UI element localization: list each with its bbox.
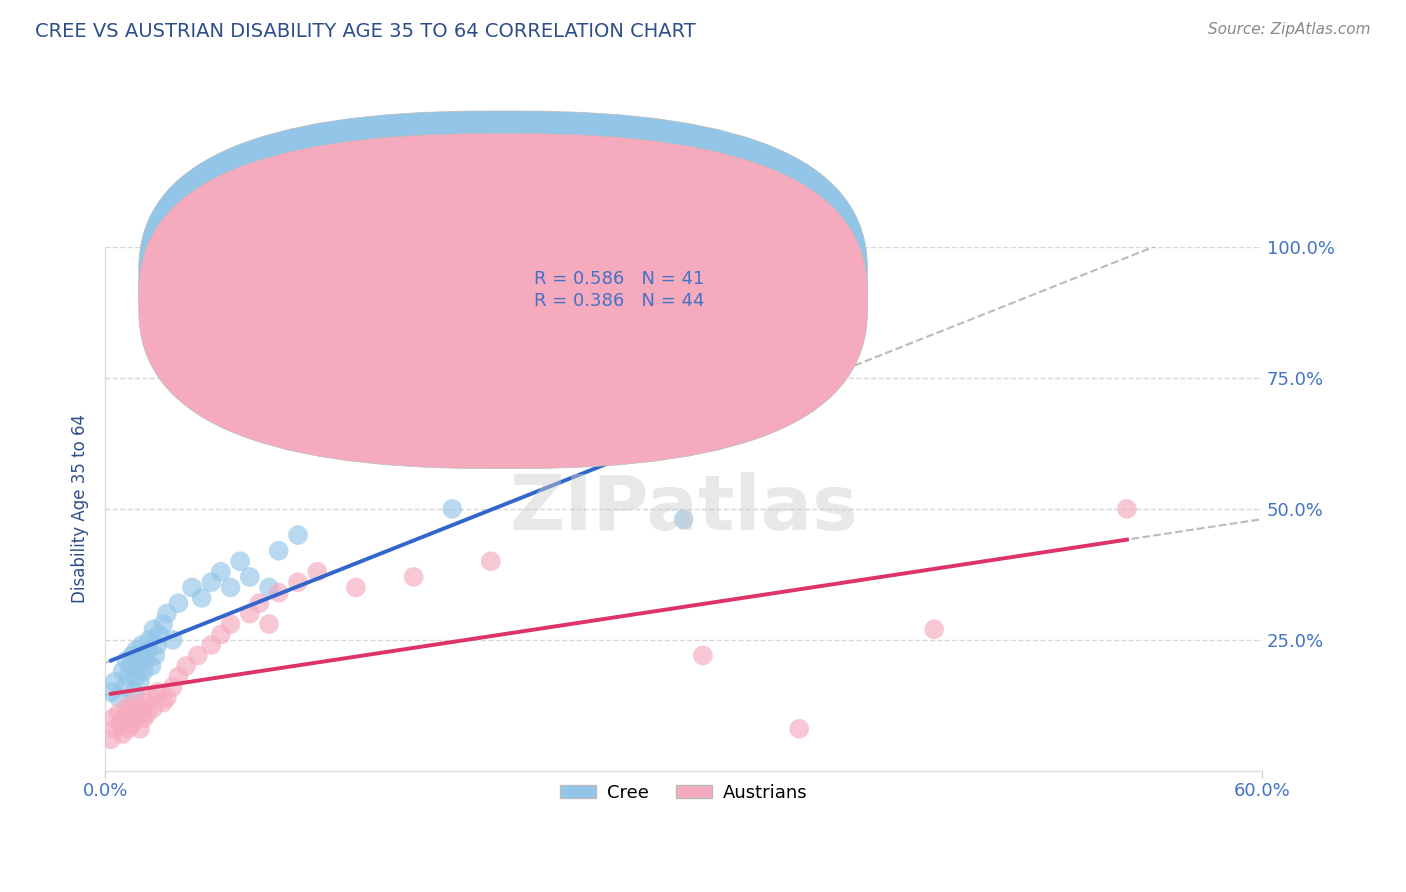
Point — [146, 685, 169, 699]
Point — [162, 680, 184, 694]
Legend: Cree, Austrians: Cree, Austrians — [553, 776, 814, 809]
Point — [156, 690, 179, 705]
Point — [135, 696, 157, 710]
Point — [138, 632, 160, 647]
Point — [200, 575, 222, 590]
Point — [167, 596, 190, 610]
Point — [181, 581, 204, 595]
Point — [209, 565, 232, 579]
Point — [402, 570, 425, 584]
Y-axis label: Disability Age 35 to 64: Disability Age 35 to 64 — [72, 415, 89, 603]
FancyBboxPatch shape — [464, 260, 770, 320]
Point — [229, 554, 252, 568]
Point — [131, 638, 153, 652]
Point — [257, 581, 280, 595]
Point — [100, 685, 122, 699]
Point — [107, 690, 129, 705]
FancyBboxPatch shape — [139, 134, 868, 468]
Point — [162, 632, 184, 647]
Point — [121, 648, 143, 663]
Point — [441, 502, 464, 516]
Point — [142, 701, 165, 715]
Point — [209, 627, 232, 641]
Point — [114, 680, 136, 694]
Point — [114, 711, 136, 725]
Point — [249, 596, 271, 610]
Point — [122, 685, 145, 699]
Point — [120, 659, 142, 673]
Point — [143, 648, 166, 663]
Point — [136, 643, 159, 657]
Point — [129, 722, 152, 736]
Point — [307, 565, 329, 579]
Text: CREE VS AUSTRIAN DISABILITY AGE 35 TO 64 CORRELATION CHART: CREE VS AUSTRIAN DISABILITY AGE 35 TO 64… — [35, 22, 696, 41]
Point — [239, 570, 262, 584]
Point — [129, 648, 152, 663]
Point — [136, 706, 159, 720]
Point — [104, 674, 127, 689]
Point — [107, 706, 129, 720]
Point — [239, 607, 262, 621]
Point — [141, 659, 163, 673]
Point — [131, 706, 153, 720]
Point — [101, 711, 124, 725]
Point — [115, 654, 138, 668]
Point — [132, 664, 155, 678]
Point — [287, 575, 309, 590]
Point — [111, 664, 134, 678]
Point — [787, 722, 810, 736]
Point — [287, 528, 309, 542]
Point — [1116, 502, 1139, 516]
Point — [127, 701, 149, 715]
Point — [692, 648, 714, 663]
Point — [146, 638, 169, 652]
Point — [190, 591, 212, 605]
Point — [122, 696, 145, 710]
Point — [479, 554, 502, 568]
Point — [152, 696, 174, 710]
Point — [219, 581, 242, 595]
Point — [125, 669, 148, 683]
Point — [672, 512, 695, 526]
Point — [117, 722, 139, 736]
Point — [152, 617, 174, 632]
Point — [219, 617, 242, 632]
Point — [125, 711, 148, 725]
Text: R = 0.586   N = 41: R = 0.586 N = 41 — [534, 269, 704, 287]
Point — [135, 654, 157, 668]
Point — [142, 623, 165, 637]
Point — [174, 659, 197, 673]
Point — [132, 711, 155, 725]
Point — [125, 643, 148, 657]
Point — [100, 732, 122, 747]
Point — [267, 543, 290, 558]
FancyBboxPatch shape — [139, 111, 868, 446]
Point — [257, 617, 280, 632]
Point — [156, 607, 179, 621]
Point — [110, 716, 132, 731]
Text: R = 0.386   N = 44: R = 0.386 N = 44 — [534, 292, 704, 310]
Point — [922, 623, 945, 637]
Point — [344, 581, 367, 595]
Point — [111, 727, 134, 741]
Point — [117, 669, 139, 683]
Point — [200, 638, 222, 652]
Point — [121, 716, 143, 731]
Point — [120, 706, 142, 720]
Point — [129, 674, 152, 689]
Point — [115, 701, 138, 715]
Point — [167, 669, 190, 683]
Text: Source: ZipAtlas.com: Source: ZipAtlas.com — [1208, 22, 1371, 37]
Point — [104, 722, 127, 736]
Point — [148, 627, 170, 641]
Point — [187, 648, 209, 663]
Point — [127, 659, 149, 673]
Text: ZIPatlas: ZIPatlas — [509, 472, 858, 546]
Point — [138, 690, 160, 705]
Point — [267, 585, 290, 599]
